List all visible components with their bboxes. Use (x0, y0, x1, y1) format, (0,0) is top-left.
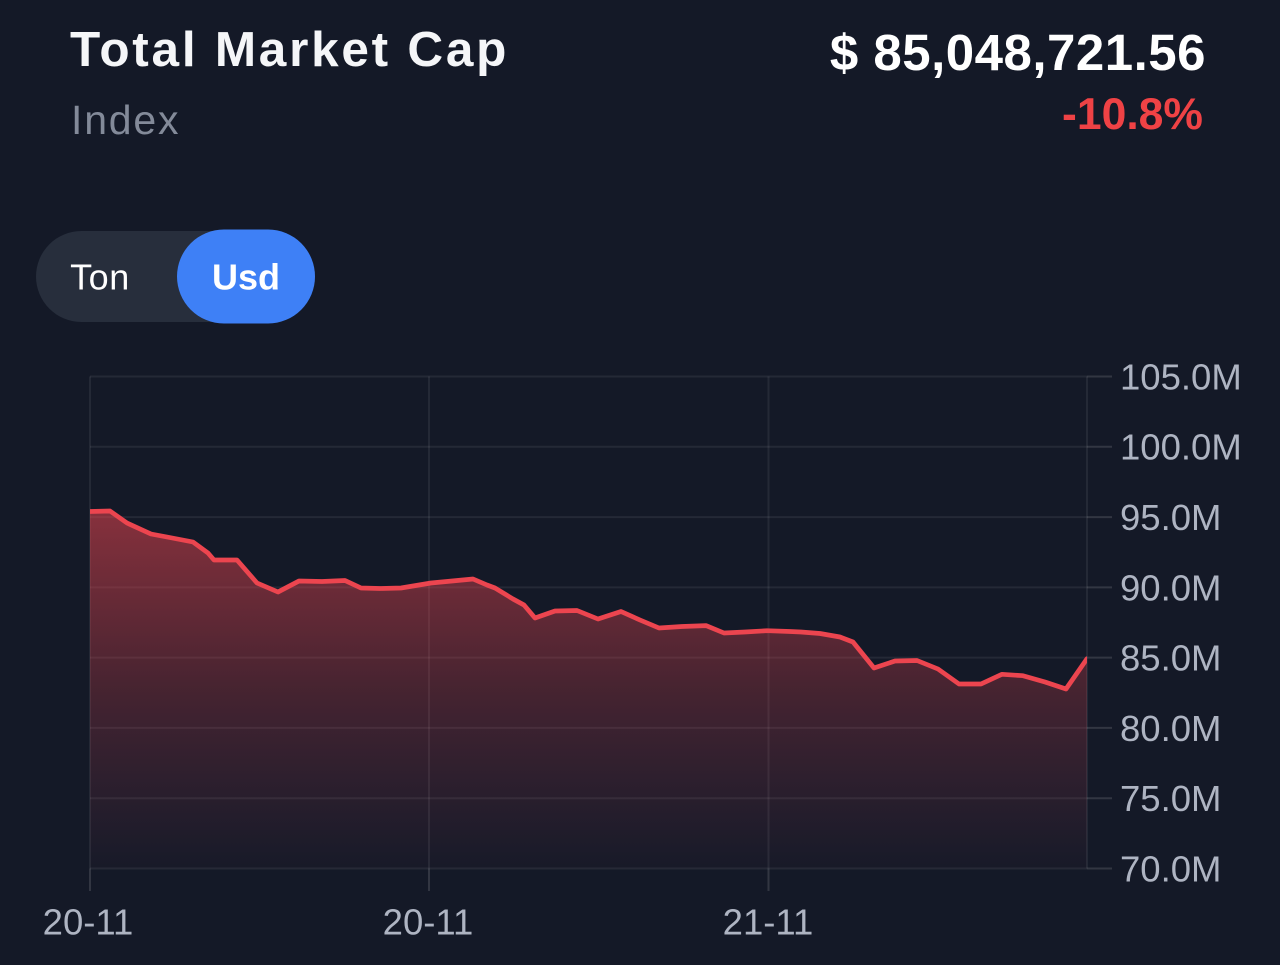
svg-text:Total Market Cap: Total Market Cap (70, 22, 509, 77)
svg-text:21-11: 21-11 (723, 902, 814, 943)
svg-text:20-11: 20-11 (43, 902, 134, 943)
svg-text:95.0M: 95.0M (1120, 497, 1221, 538)
svg-text:85.0M: 85.0M (1120, 638, 1221, 679)
svg-text:80.0M: 80.0M (1120, 708, 1221, 749)
svg-text:90.0M: 90.0M (1120, 567, 1221, 608)
svg-text:20-11: 20-11 (383, 902, 474, 943)
svg-text:75.0M: 75.0M (1120, 778, 1221, 819)
svg-text:100.0M: 100.0M (1120, 427, 1242, 468)
svg-text:$ 85,048,721.56: $ 85,048,721.56 (830, 24, 1206, 81)
svg-text:70.0M: 70.0M (1120, 848, 1221, 889)
svg-text:Ton: Ton (70, 257, 130, 298)
svg-text:-10.8%: -10.8% (1062, 90, 1203, 139)
svg-text:Usd: Usd (212, 257, 280, 298)
svg-text:Index: Index (71, 97, 180, 143)
svg-text:105.0M: 105.0M (1120, 356, 1242, 397)
